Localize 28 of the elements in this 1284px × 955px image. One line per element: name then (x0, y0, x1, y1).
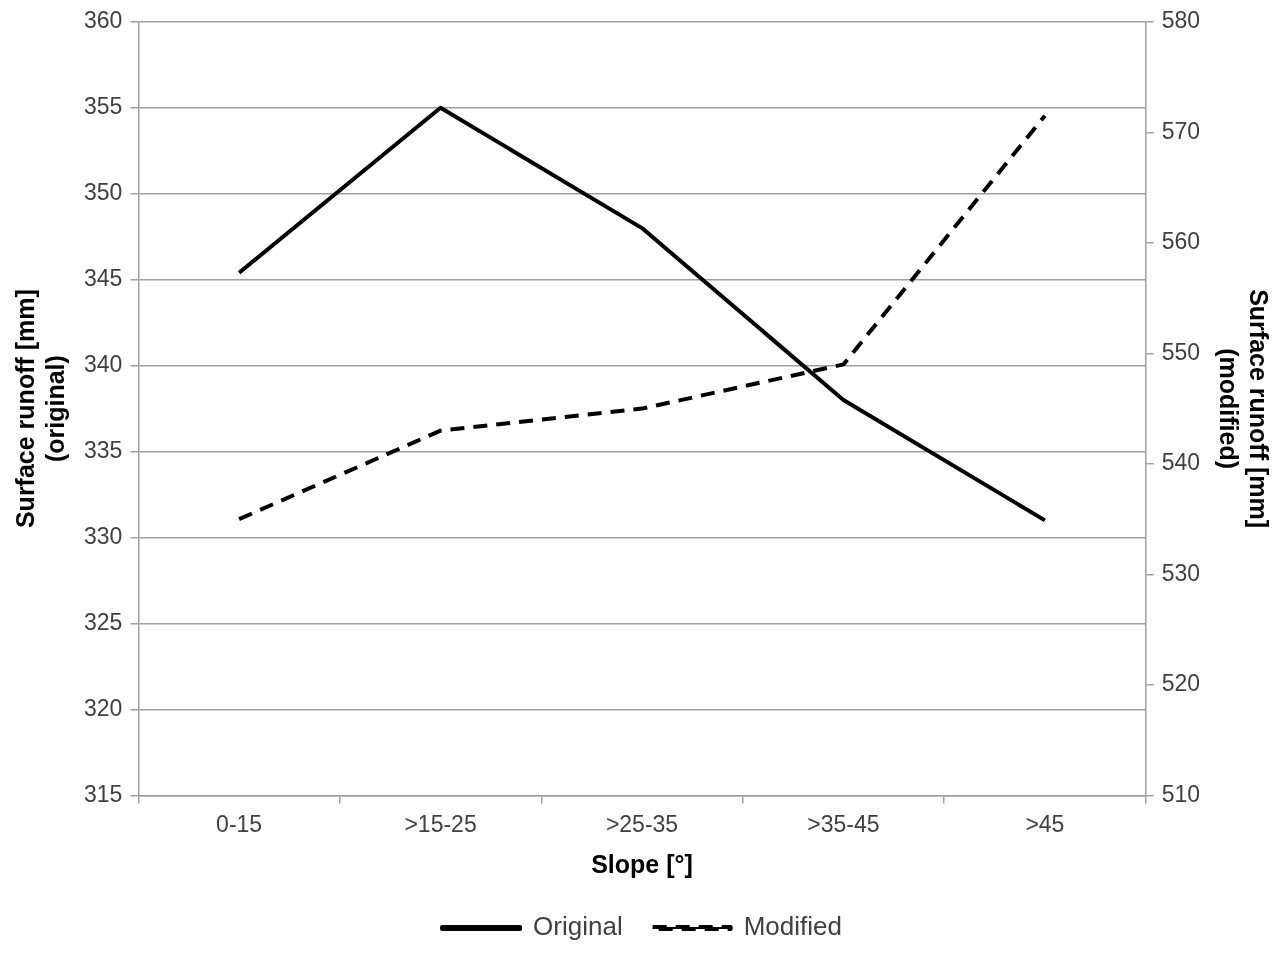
y-tick-label: 335 (84, 436, 123, 463)
x-tick-label: >25-35 (605, 810, 679, 837)
y2-tick-label: 560 (1161, 228, 1200, 255)
x-tick-label: >35-45 (807, 810, 880, 837)
x-tick-label: >15-25 (404, 810, 477, 837)
y-tick-label: 355 (84, 93, 123, 120)
y2-tick-label: 580 (1161, 7, 1200, 34)
y-tick-label: 330 (84, 522, 123, 549)
y-tick-label: 325 (84, 608, 123, 635)
x-axis-title: Slope [°] (591, 849, 693, 878)
y2-tick-label: 520 (1161, 670, 1200, 697)
legend-label: Original (533, 911, 623, 942)
y-tick-label: 315 (84, 780, 123, 807)
y2-axis-title: Surface runoff [mm] (modified) (1215, 289, 1274, 529)
x-tick-label: 0-15 (216, 810, 263, 837)
y2-tick-label: 510 (1161, 780, 1200, 807)
y-tick-label: 320 (84, 694, 123, 721)
y-tick-label: 350 (84, 179, 123, 206)
y-tick-label: 360 (84, 7, 123, 34)
y2-tick-label: 530 (1161, 559, 1200, 586)
y2-tick-label: 550 (1161, 338, 1200, 365)
x-tick-label: >45 (1025, 810, 1065, 837)
y-axis-title: Surface runoff [mm] (original) (10, 289, 69, 529)
y2-tick-label: 570 (1161, 117, 1200, 144)
y-tick-label: 340 (84, 350, 123, 377)
y-tick-label: 345 (84, 265, 123, 292)
legend-label: Modified (743, 911, 842, 942)
y2-tick-label: 540 (1161, 449, 1200, 476)
